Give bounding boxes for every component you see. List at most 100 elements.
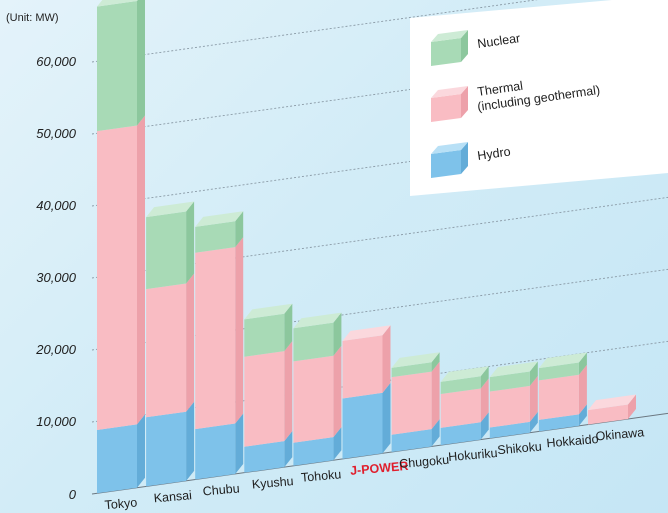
bar-side-face [529, 411, 538, 433]
bar-side-face [235, 413, 244, 474]
bar-chugoku [391, 352, 440, 453]
bar-side-face [284, 303, 293, 352]
bar-segment-hokkaido-hydro [538, 404, 587, 432]
legend-box [410, 0, 668, 196]
bar-tohoku [293, 312, 342, 466]
bar-side-face [480, 412, 489, 440]
bar-okinawa [588, 394, 636, 425]
bar-side-face [284, 431, 293, 468]
bar-segment-hokuriku-hydro [440, 412, 489, 446]
x-tick-label-kyushu: Kyushu [251, 474, 294, 492]
bar-top-face [391, 352, 440, 368]
bar-side-face [529, 375, 538, 422]
legend-swatch [431, 38, 461, 66]
bar-tokyo [97, 0, 145, 494]
x-tick-label-chugoku: Chugoku [399, 453, 450, 471]
bar-front-face [244, 351, 285, 447]
bar-segment-chugoku-thermal-including-geothermal [391, 361, 440, 435]
y-axis-ticks: 0 10,000 20,000 30,000 40,000 50,000 60,000 [35, 54, 77, 502]
bar-front-face [97, 0, 137, 132]
legend-swatch-side [461, 142, 468, 174]
bar-side-face [382, 382, 391, 454]
legend-item-hydro: Hydro [431, 142, 511, 178]
bar-front-face [195, 221, 236, 253]
bar-side-face [431, 352, 440, 372]
legend-swatch-side [461, 30, 468, 62]
bar-front-face [588, 404, 628, 425]
legend-item-nuclear: Nuclear [431, 30, 521, 66]
legend-label: Nuclear [476, 31, 521, 51]
bar-segment-tokyo-hydro [97, 414, 145, 494]
bar-segment-chubu-hydro [195, 413, 244, 480]
bar-front-face [538, 362, 579, 381]
bar-side-face [186, 201, 195, 284]
bar-front-face [440, 388, 481, 428]
bar-segment-tohoku-nuclear [293, 312, 342, 362]
bar-front-face [146, 283, 187, 418]
bar-segment-chugoku-nuclear [391, 352, 440, 378]
y-tick-label: 30,000 [36, 270, 77, 285]
bar-front-face [195, 247, 236, 430]
bar-segment-tokyo-thermal-including-geothermal [97, 115, 145, 430]
bar-front-face [293, 355, 334, 443]
bar-top-face [195, 211, 244, 227]
bar-front-face [391, 362, 432, 378]
bar-segment-chugoku-hydro [391, 419, 440, 453]
bar-front-face [391, 429, 432, 453]
bar-segment-hokuriku-nuclear [440, 366, 489, 395]
legend-label: Thermal [476, 79, 523, 99]
bar-segment-shikoku-nuclear [489, 361, 538, 392]
bar-front-face [97, 424, 137, 494]
bar-front-face [342, 335, 383, 399]
bar-top-face [293, 312, 342, 329]
bar-segment-okinawa-thermal-including-geothermal [588, 394, 636, 425]
bar-kansai [146, 201, 195, 487]
bar-side-face [333, 427, 342, 461]
bar-segment-chubu-thermal-including-geothermal [195, 237, 244, 430]
bar-side-face [578, 352, 587, 375]
bar-side-face [137, 0, 145, 126]
bar-side-face [235, 237, 244, 424]
legend-swatch [431, 150, 461, 178]
bar-segment-kansai-nuclear [146, 201, 195, 290]
bar-hokkaido [538, 352, 587, 432]
bar-chubu [195, 211, 244, 480]
bar-front-face [146, 411, 187, 487]
bar-shikoku [489, 361, 538, 439]
y-tick-label: 0 [69, 487, 77, 502]
bar-top-face [146, 201, 195, 218]
bar-side-face [529, 361, 538, 386]
bar-side-face [480, 366, 489, 389]
y-tick-label: 40,000 [36, 198, 77, 213]
bar-front-face [440, 376, 481, 395]
bar-side-face [235, 211, 244, 248]
gridline-60000 [91, 0, 539, 63]
bar-segment-shikoku-thermal-including-geothermal [489, 375, 538, 428]
bar-segment-hokkaido-thermal-including-geothermal [538, 364, 587, 420]
x-tick-label-chubu: Chubu [202, 481, 240, 498]
legend-label: Hydro [476, 144, 511, 163]
bar-segment-kyushu-hydro [244, 431, 293, 473]
bar-segment-tohoku-thermal-including-geothermal [293, 345, 342, 443]
x-tick-label-j-power: J-POWER [350, 459, 409, 478]
bar-front-face [342, 392, 383, 459]
bar-side-face [284, 341, 293, 442]
bar-front-face [195, 423, 236, 480]
bar-side-face [480, 378, 489, 423]
bar-front-face [440, 422, 481, 446]
bars [97, 0, 636, 494]
x-tick-label-okinawa: Okinawa [595, 425, 645, 443]
bar-front-face [538, 414, 579, 432]
bar-top-face [97, 0, 138, 7]
x-tick-label-hokkaido: Hokkaido [546, 432, 599, 450]
bar-front-face [244, 313, 285, 357]
bar-side-face [578, 404, 587, 426]
bar-top-face [244, 303, 293, 320]
bar-segment-j-power-hydro [342, 382, 391, 459]
bar-segment-tohoku-hydro [293, 427, 342, 466]
x-tick-label-tokyo: Tokyo [104, 495, 138, 512]
legend-swatch-side [461, 86, 468, 118]
y-tick-label: 50,000 [36, 126, 77, 141]
bar-front-face [97, 125, 137, 430]
